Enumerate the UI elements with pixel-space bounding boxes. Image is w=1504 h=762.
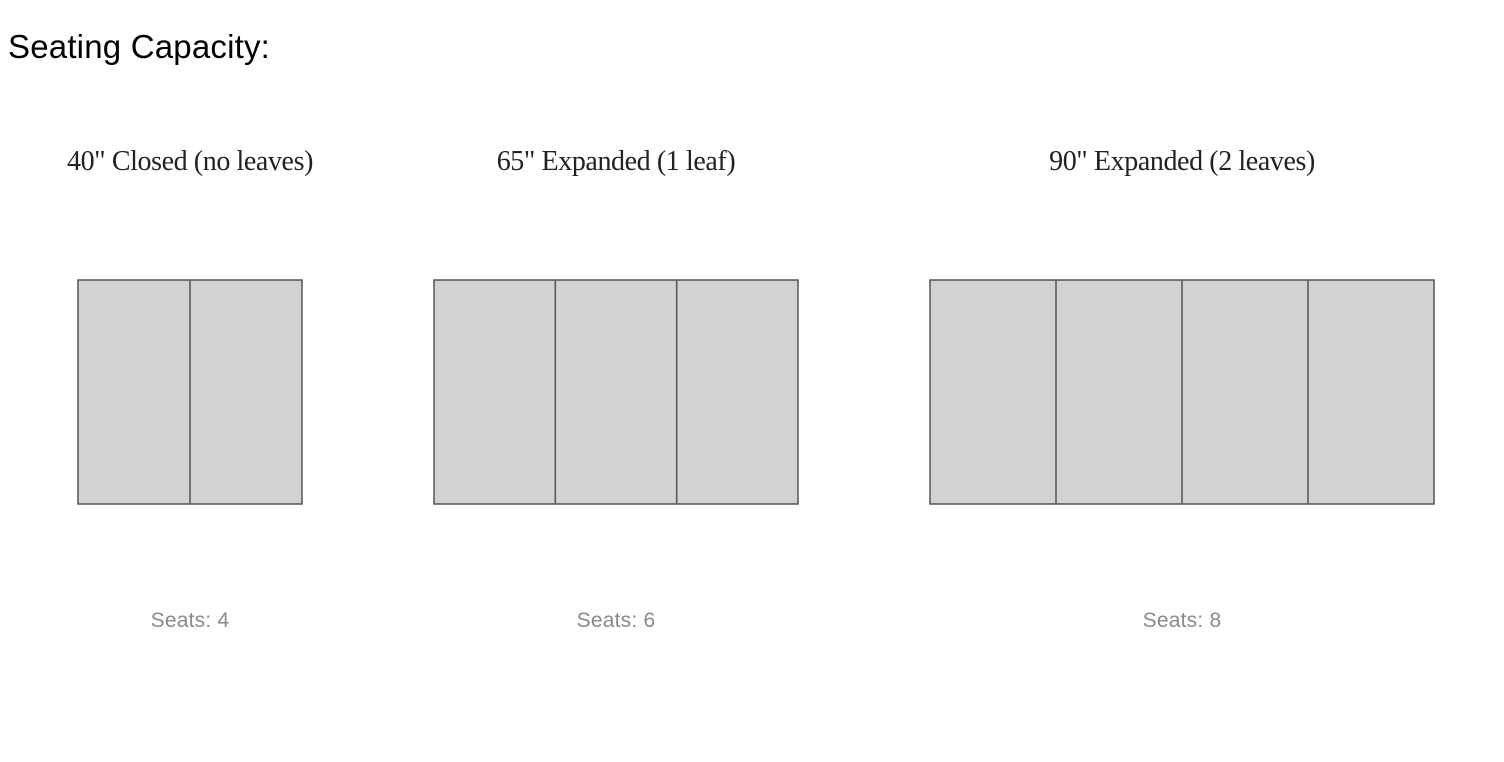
config-title: 90" Expanded (2 leaves) xyxy=(1049,146,1315,178)
table-diagram xyxy=(890,240,1474,549)
page: Seating Capacity: 40" Closed (no leaves)… xyxy=(0,0,1504,762)
table-top xyxy=(434,280,798,504)
config-title: 65" Expanded (1 leaf) xyxy=(497,146,736,178)
seats-label: Seats: 4 xyxy=(151,609,230,633)
config-closed: 40" Closed (no leaves) Seats: 4 xyxy=(38,146,342,633)
page-title: Seating Capacity: xyxy=(8,28,1504,66)
configs-row: 40" Closed (no leaves) Seats: 4 65" Expa… xyxy=(8,146,1504,633)
table-diagram xyxy=(394,240,838,549)
config-one-leaf: 65" Expanded (1 leaf) Seats: 6 xyxy=(394,146,838,633)
config-title: 40" Closed (no leaves) xyxy=(67,146,313,178)
seats-label: Seats: 8 xyxy=(1143,609,1222,633)
seats-label: Seats: 6 xyxy=(577,609,656,633)
config-two-leaves: 90" Expanded (2 leaves) Seats: 8 xyxy=(890,146,1474,633)
table-diagram xyxy=(38,240,342,549)
